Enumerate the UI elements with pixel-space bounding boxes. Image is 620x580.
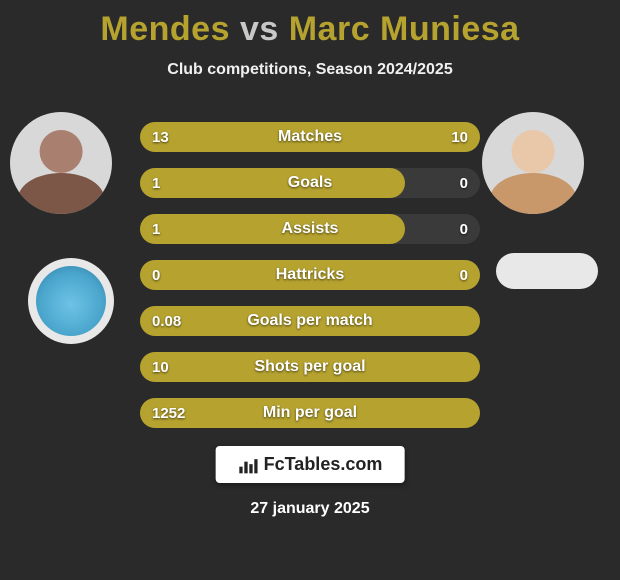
stat-row: 00Hattricks <box>140 260 480 290</box>
stat-label: Goals per match <box>140 306 480 336</box>
stat-row: 10Goals <box>140 168 480 198</box>
player1-club-badge <box>28 258 114 344</box>
stat-row: 1310Matches <box>140 122 480 152</box>
brand-text: FcTables.com <box>264 454 383 475</box>
chart-icon <box>238 455 258 475</box>
comparison-bars: 1310Matches 10Goals 10Assists 00Hattricks 0.… <box>140 122 480 444</box>
stat-label: Matches <box>140 122 480 152</box>
stat-row: 0.08Goals per match <box>140 306 480 336</box>
player2-club-badge <box>496 253 598 289</box>
brand-badge: FcTables.com <box>216 446 405 483</box>
title-p2: Marc Muniesa <box>289 10 520 48</box>
stat-label: Goals <box>140 168 480 198</box>
stat-label: Min per goal <box>140 398 480 428</box>
subtitle: Club competitions, Season 2024/2025 <box>0 61 620 79</box>
title-vs: vs <box>240 10 279 48</box>
footer-date: 27 january 2025 <box>0 500 620 518</box>
stat-label: Assists <box>140 214 480 244</box>
stat-row: 10Assists <box>140 214 480 244</box>
page-title: Mendes vs Marc Muniesa <box>0 0 620 49</box>
stat-label: Shots per goal <box>140 352 480 382</box>
stat-row: 10Shots per goal <box>140 352 480 382</box>
title-p1: Mendes <box>100 10 230 48</box>
player1-avatar <box>10 112 112 214</box>
stat-row: 1252Min per goal <box>140 398 480 428</box>
player2-avatar <box>482 112 584 214</box>
stat-label: Hattricks <box>140 260 480 290</box>
